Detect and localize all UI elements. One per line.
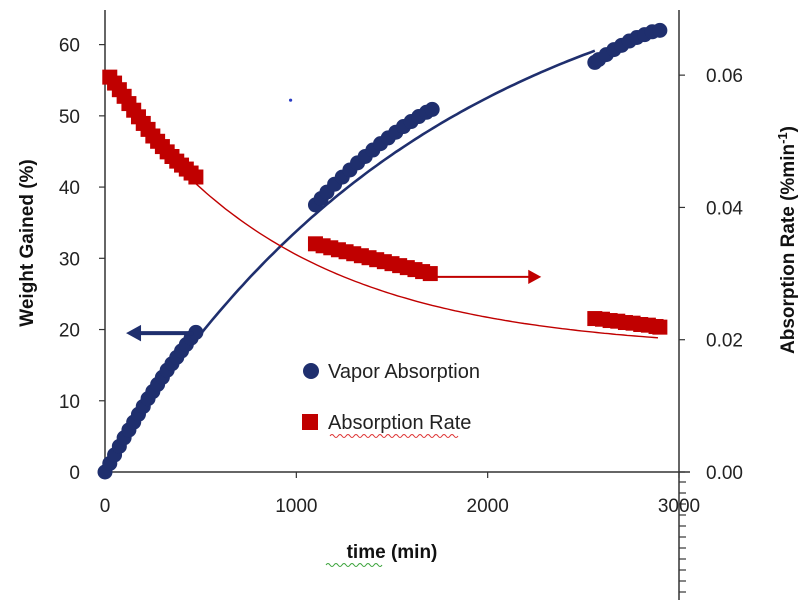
y-left-tick-label: 60	[59, 36, 80, 57]
data-point-absorption-rate	[422, 266, 438, 282]
data-point-vapor-absorption	[424, 101, 440, 117]
stray-point	[288, 98, 293, 102]
y-axis-right-title: Absorption Rate (%min-1)	[775, 126, 799, 354]
data-point-vapor-absorption	[188, 324, 204, 340]
spellcheck-underline	[325, 563, 383, 567]
tick-labels: 0 1000 2000 3000 0 10 20 30 40 50 60 0.00 0.02 0.04 0.…	[59, 36, 744, 517]
y-right-tick-label: 0.00	[706, 463, 743, 484]
y-left-tick-label: 20	[59, 321, 80, 342]
y-right-tick-label: 0.04	[706, 198, 743, 219]
legend-marker-vapor-absorption	[303, 363, 319, 379]
data-point-absorption-rate	[188, 169, 204, 185]
arrow-head	[126, 324, 142, 342]
legend: Vapor Absorption Absorption Rate	[302, 361, 480, 438]
y-right-tick-label: 0.06	[706, 66, 743, 87]
x-tick-label: 3000	[658, 496, 700, 517]
chart-marks	[97, 22, 668, 480]
y-left-tick-label: 30	[59, 249, 80, 270]
x-axis-title: time (min)	[347, 542, 438, 563]
legend-marker-absorption-rate	[302, 414, 318, 430]
ticks	[99, 44, 686, 593]
data-point-vapor-absorption	[652, 22, 668, 38]
y-axis-left-title: Weight Gained (%)	[17, 159, 38, 326]
legend-label-absorption-rate: Absorption Rate	[328, 412, 471, 434]
spellcheck-underline	[329, 434, 459, 438]
x-tick-label: 1000	[275, 496, 317, 517]
x-tick-label: 0	[100, 496, 111, 517]
y-axis-right-title-superscript: -1	[775, 132, 790, 144]
y-left-tick-label: 0	[69, 463, 80, 484]
y-left-tick-label: 10	[59, 392, 80, 413]
x-tick-label: 2000	[467, 496, 509, 517]
fit-curve	[190, 178, 659, 339]
legend-label-vapor-absorption: Vapor Absorption	[328, 361, 480, 383]
data-point-absorption-rate	[652, 319, 668, 335]
y-left-tick-label: 40	[59, 178, 80, 199]
arrow-head	[528, 269, 542, 285]
axes	[104, 10, 690, 600]
y-right-tick-label: 0.02	[706, 331, 743, 352]
y-left-tick-label: 50	[59, 107, 80, 128]
fit-curve	[103, 49, 596, 473]
annotations	[126, 98, 542, 342]
